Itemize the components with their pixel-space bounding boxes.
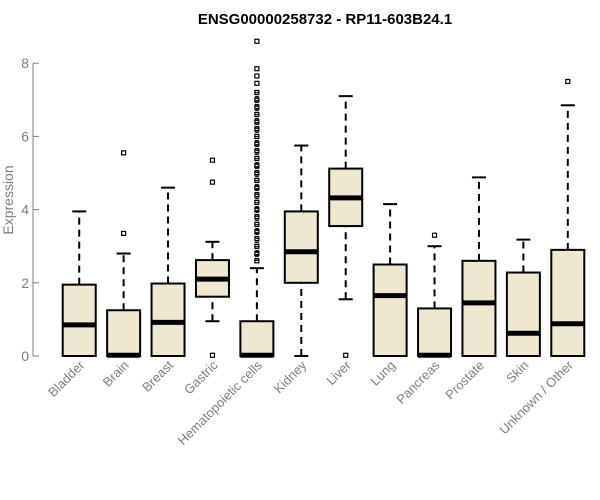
box-iqr: [239, 320, 275, 358]
x-tick-label: Pancreas: [393, 357, 443, 407]
box-iqr: [283, 210, 319, 284]
box-iqr: [372, 263, 408, 357]
box-kidney: [283, 144, 319, 357]
outlier-point: [254, 250, 260, 257]
outlier-point: [254, 163, 260, 169]
x-tick-label: Liver: [323, 357, 354, 388]
plot-area: [61, 38, 586, 358]
outlier-point: [565, 78, 571, 85]
box-iqr: [106, 309, 142, 357]
y-tick-label: 6: [21, 128, 29, 144]
y-tick-label: 4: [21, 202, 29, 218]
box-iqr: [550, 248, 586, 357]
outlier-point: [121, 150, 127, 156]
box-skin: [505, 238, 541, 357]
x-tick-label: Gastric: [181, 357, 221, 397]
box-breast: [150, 186, 186, 358]
outlier-point: [254, 104, 260, 110]
box-iqr: [61, 283, 97, 358]
outlier-point: [343, 352, 349, 358]
outlier-point: [431, 232, 438, 238]
box-iqr: [505, 271, 541, 357]
outlier-point: [254, 185, 260, 191]
x-tick-label: Breast: [139, 357, 176, 394]
x-tick-label: Skin: [503, 358, 531, 386]
y-axis: 0 2 4 6 8: [21, 55, 39, 364]
outlier-point: [254, 73, 260, 79]
x-tick-label: Kidney: [271, 357, 310, 396]
box-hematopoietic-cells: [239, 38, 275, 358]
box-unknown-other: [550, 78, 586, 357]
outlier-point: [254, 236, 260, 242]
x-tick-label: Hematopoietic cells: [175, 357, 266, 448]
outlier-point: [254, 80, 260, 86]
box-lung: [372, 203, 408, 357]
outlier-point: [121, 230, 127, 236]
outlier-point: [254, 66, 260, 72]
box-pancreas: [417, 232, 453, 358]
y-axis-label: Expression: [0, 165, 16, 234]
chart-title: ENSG00000258732 - RP11-603B24.1: [198, 11, 452, 28]
x-tick-label: Brain: [100, 358, 132, 390]
y-tick-label: 0: [21, 348, 29, 364]
outlier-point: [254, 228, 260, 235]
x-tick-label: Bladder: [45, 357, 88, 400]
outlier-point: [254, 170, 260, 176]
box-iqr: [150, 282, 186, 358]
outlier-point: [254, 38, 260, 44]
outlier-point: [254, 141, 260, 147]
outlier-point: [254, 214, 260, 220]
outlier-point: [209, 179, 216, 185]
box-gastric: [194, 157, 230, 358]
box-liver: [328, 95, 364, 358]
box-prostate: [461, 176, 497, 357]
outlier-point: [209, 157, 216, 163]
y-tick-label: 2: [21, 275, 29, 291]
outlier-point: [254, 126, 260, 132]
outlier-point: [254, 119, 260, 125]
box-bladder: [61, 210, 97, 358]
box-brain: [106, 150, 142, 358]
y-tick-label: 8: [21, 55, 29, 71]
outlier-point: [254, 207, 260, 213]
box-iqr: [417, 307, 453, 358]
outlier-point: [209, 352, 216, 358]
outlier-point: [254, 97, 260, 103]
x-tick-label: Prostate: [442, 358, 487, 403]
outlier-point: [254, 192, 260, 198]
x-tick-label: Lung: [367, 358, 398, 389]
box-iqr: [461, 259, 497, 357]
outlier-point: [254, 148, 260, 154]
